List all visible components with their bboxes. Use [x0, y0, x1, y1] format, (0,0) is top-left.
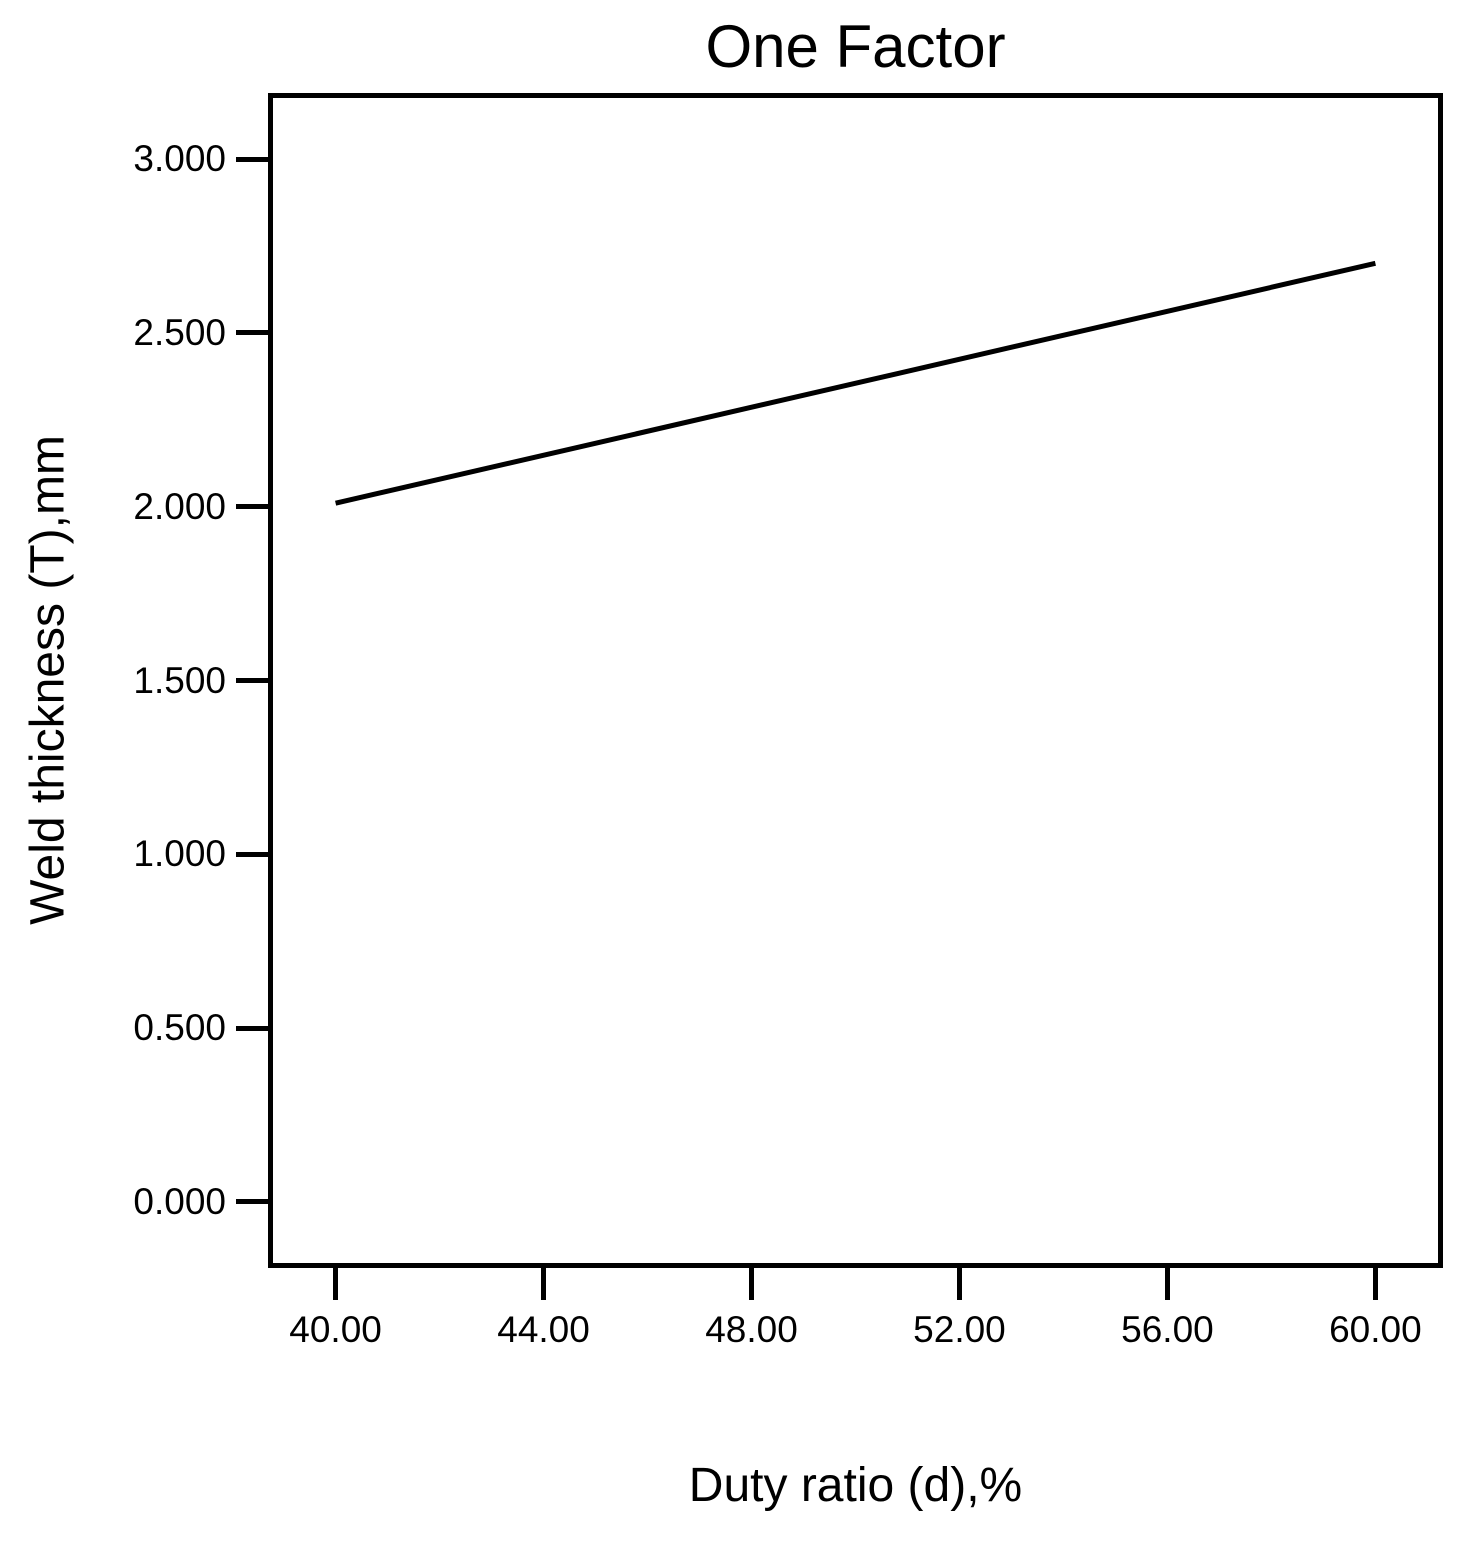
x-tick-label: 52.00	[913, 1309, 1006, 1350]
y-tick-label: 0.500	[133, 1007, 226, 1049]
data-line	[335, 260, 1376, 506]
x-tick-mark	[541, 1268, 547, 1300]
y-tick-mark	[236, 330, 268, 336]
y-tick-label: 1.500	[133, 659, 226, 701]
y-tick-mark	[236, 678, 268, 683]
x-tick-label: 40.00	[289, 1309, 382, 1350]
x-tick-label: 56.00	[1121, 1309, 1214, 1350]
y-tick-mark	[236, 504, 268, 510]
y-tick-mark	[236, 1025, 268, 1031]
x-tick-label: 44.00	[497, 1309, 590, 1350]
plot-area	[268, 93, 1443, 1268]
y-tick-mark	[236, 851, 268, 857]
x-tick-label: 48.00	[705, 1309, 798, 1350]
x-tick-mark	[749, 1268, 755, 1300]
y-tick-mark	[236, 1199, 268, 1205]
x-tick-label: 60.00	[1329, 1309, 1422, 1350]
x-tick-mark	[1164, 1268, 1170, 1300]
x-axis-label: Duty ratio (d),%	[688, 1459, 1023, 1512]
y-tick-mark	[236, 156, 268, 162]
plot-frame	[268, 93, 1443, 1268]
y-tick-label: 0.000	[133, 1180, 226, 1222]
x-tick-mark	[333, 1268, 339, 1300]
y-tick-label: 1.000	[133, 833, 226, 875]
y-tick-label: 2.500	[133, 311, 226, 353]
chart-title: One Factor	[705, 13, 1006, 80]
x-tick-mark	[1372, 1268, 1378, 1300]
y-tick-label: 3.000	[133, 138, 226, 180]
y-tick-label: 2.000	[133, 485, 226, 527]
x-tick-mark	[956, 1268, 962, 1300]
